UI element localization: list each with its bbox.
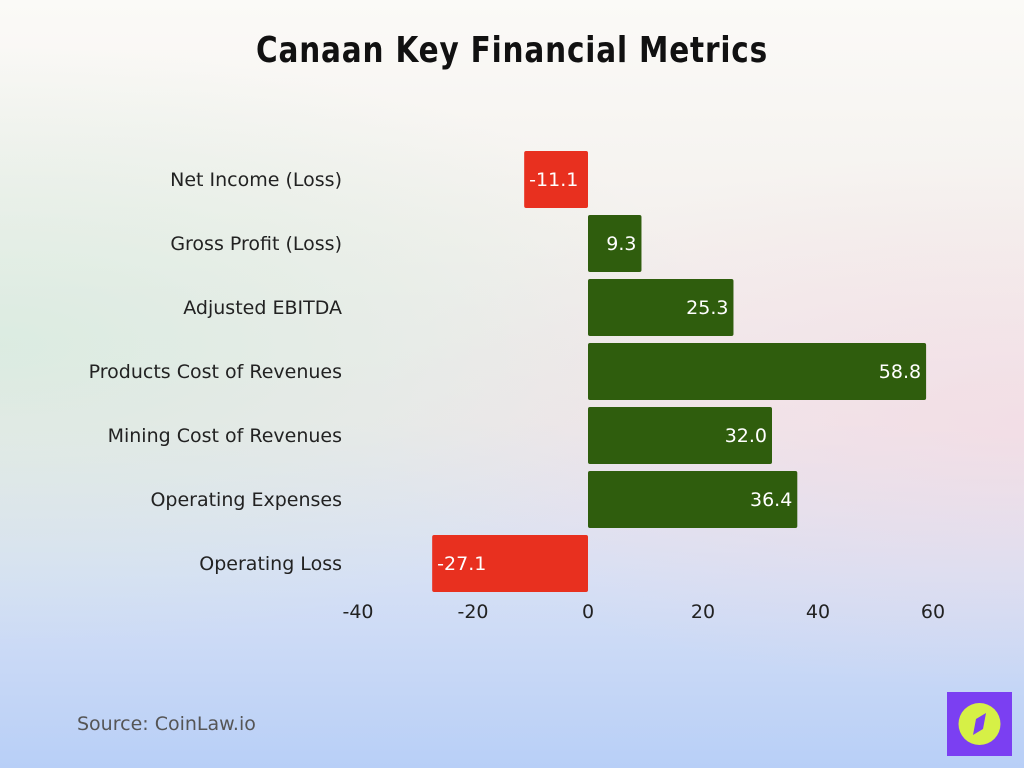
bar [588,343,927,400]
compass-icon [958,703,1001,745]
data-label: 9.3 [606,233,636,255]
category-label: Adjusted EBITDA [183,297,342,319]
bar [588,215,642,272]
data-label: 58.8 [879,361,921,383]
category-label: Operating Loss [199,553,342,575]
category-label: Operating Expenses [150,489,342,511]
data-label: -11.1 [529,169,578,191]
data-label: 25.3 [686,297,728,319]
x-tick-label: -40 [342,601,373,623]
x-tick-label: 40 [806,601,830,623]
x-tick-label: -20 [457,601,488,623]
x-tick-label: 20 [691,601,715,623]
data-label: 36.4 [750,489,792,511]
category-label: Net Income (Loss) [170,169,342,191]
bar [432,535,588,592]
category-label: Gross Profit (Loss) [170,233,342,255]
category-label: Mining Cost of Revenues [108,425,342,447]
logo [947,692,1012,756]
data-label: 32.0 [725,425,767,447]
category-label: Products Cost of Revenues [89,361,342,383]
chart-title: Canaan Key Financial Metrics [255,30,769,71]
x-tick-label: 60 [921,601,945,623]
bar [588,471,798,528]
source-text: Source: CoinLaw.io [77,713,256,735]
bar [524,151,588,208]
bar [588,407,772,464]
x-tick-label: 0 [582,601,594,623]
bar [588,279,734,336]
data-label: -27.1 [437,553,486,575]
